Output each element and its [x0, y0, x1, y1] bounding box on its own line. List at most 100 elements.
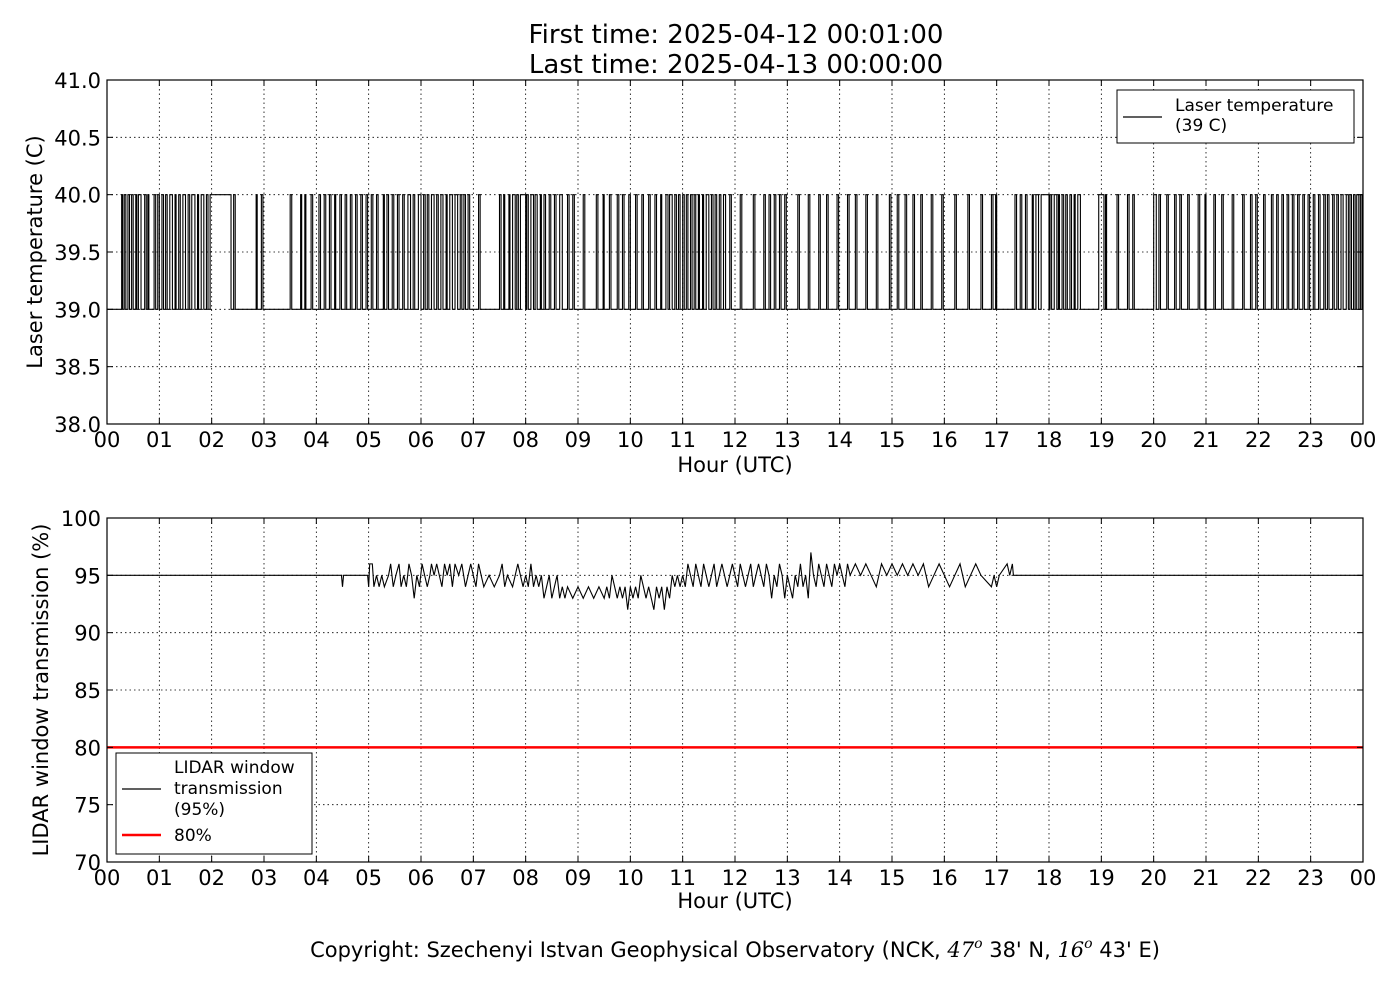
chart-title-line2: Last time: 2025-04-13 00:00:00	[529, 50, 943, 80]
lidar-transmission-x-tick-label: 05	[355, 866, 382, 890]
lidar-transmission-x-tick-label: 00	[94, 866, 121, 890]
laser-temperature-y-tick-label: 41.0	[54, 69, 101, 93]
lidar-transmission-legend-line: (95%)	[174, 800, 225, 820]
laser-temperature-y-ticks: 38.0 38.5 39.0 39.5 40.0 40.5 41.0	[54, 69, 1363, 437]
longitude-degrees: 16	[1057, 938, 1084, 962]
lidar-transmission-y-tick-label: 100	[61, 507, 101, 531]
laser-temperature-y-tick-label: 39.5	[54, 241, 101, 265]
lidar-transmission-panel: 70 75 80 85 90 95 100 00 01 02 03 04 05 06 07 08 09 10 11…	[29, 507, 1376, 913]
longitude-minutes: 43' E)	[1093, 938, 1160, 962]
laser-temperature-y-tick-label: 38.5	[54, 356, 101, 380]
laser-temperature-line	[107, 194, 1363, 310]
lidar-transmission-x-tick-label: 04	[303, 866, 330, 890]
lidar-transmission-x-ticks: 00 01 02 03 04 05 06 07 08 09 10 11 12 13 14 15 16 17 18 19…	[94, 518, 1377, 890]
lidar-transmission-x-tick-label: 21	[1193, 866, 1220, 890]
lidar-transmission-legend: LIDAR window transmission (95%) 80%	[115, 752, 313, 855]
lidar-transmission-x-tick-label: 09	[565, 866, 592, 890]
lidar-transmission-x-tick-label: 15	[879, 866, 906, 890]
lidar-transmission-x-tick-label: 19	[1088, 866, 1115, 890]
laser-temperature-legend: Laser temperature (39 C)	[1116, 89, 1355, 144]
laser-temperature-x-tick-label: 18	[1036, 428, 1063, 452]
copyright-prefix: Copyright: Szechenyi Istvan Geophysical …	[310, 938, 947, 962]
laser-temperature-x-tick-label: 14	[826, 428, 853, 452]
laser-temperature-x-tick-label: 20	[1140, 428, 1167, 452]
lidar-transmission-grid	[107, 518, 1363, 862]
laser-temperature-x-tick-label: 16	[931, 428, 958, 452]
lidar-transmission-x-tick-label: 08	[512, 866, 539, 890]
lidar-transmission-x-tick-label: 10	[617, 866, 644, 890]
laser-temperature-x-tick-label: 21	[1193, 428, 1220, 452]
lidar-transmission-legend-line: LIDAR window	[174, 758, 295, 778]
laser-temperature-x-tick-label: 02	[198, 428, 225, 452]
lidar-transmission-y-tick-label: 85	[74, 679, 101, 703]
laser-temperature-x-tick-label: 08	[512, 428, 539, 452]
laser-temperature-legend-line: Laser temperature	[1175, 96, 1333, 116]
laser-temperature-x-tick-label: 15	[879, 428, 906, 452]
lidar-transmission-legend-label: LIDAR window transmission (95%)	[174, 758, 295, 820]
laser-temperature-x-tick-label: 03	[251, 428, 278, 452]
laser-temperature-x-tick-label: 22	[1245, 428, 1272, 452]
laser-temperature-x-tick-label: 23	[1297, 428, 1324, 452]
lidar-transmission-y-ticks: 70 75 80 85 90 95 100	[61, 507, 1363, 875]
lidar-transmission-y-tick-label: 95	[74, 564, 101, 588]
lidar-transmission-x-tick-label: 11	[669, 866, 696, 890]
laser-temperature-x-tick-label: 12	[722, 428, 749, 452]
laser-temperature-y-tick-label: 40.0	[54, 184, 101, 208]
lidar-transmission-x-tick-label: 18	[1036, 866, 1063, 890]
lidar-transmission-x-tick-label: 07	[460, 866, 487, 890]
laser-temperature-x-tick-label: 09	[565, 428, 592, 452]
laser-temperature-x-tick-label: 19	[1088, 428, 1115, 452]
lidar-transmission-x-tick-label: 17	[983, 866, 1010, 890]
laser-temperature-x-tick-label: 10	[617, 428, 644, 452]
laser-temperature-y-tick-label: 38.0	[54, 413, 101, 437]
lidar-transmission-y-tick-label: 75	[74, 794, 101, 818]
latitude-degrees: 47	[946, 938, 974, 962]
lidar-transmission-x-tick-label: 12	[722, 866, 749, 890]
lidar-transmission-x-axis-label: Hour (UTC)	[677, 889, 792, 913]
laser-temperature-x-tick-label: 00	[94, 428, 121, 452]
laser-temperature-y-tick-label: 40.5	[54, 126, 101, 150]
laser-temperature-x-tick-label: 17	[983, 428, 1010, 452]
laser-temperature-series	[107, 194, 1363, 310]
lidar-transmission-y-tick-label: 70	[74, 851, 101, 875]
laser-temperature-x-axis-label: Hour (UTC)	[677, 453, 792, 477]
lidar-transmission-x-tick-label: 06	[408, 866, 435, 890]
latitude-degree-mark: o	[974, 936, 982, 952]
laser-temperature-legend-label: Laser temperature (39 C)	[1175, 96, 1333, 136]
lidar-transmission-x-tick-label: 16	[931, 866, 958, 890]
lidar-transmission-x-tick-label: 20	[1140, 866, 1167, 890]
laser-temperature-y-axis-label: Laser temperature (C)	[23, 135, 47, 368]
threshold-80-legend-label: 80%	[174, 826, 212, 846]
laser-temperature-x-tick-label: 05	[355, 428, 382, 452]
lidar-transmission-x-tick-label: 03	[251, 866, 278, 890]
laser-temperature-x-tick-label: 11	[669, 428, 696, 452]
copyright-text: Copyright: Szechenyi Istvan Geophysical …	[310, 936, 1160, 962]
laser-temperature-x-tick-label: 00	[1350, 428, 1377, 452]
laser-temperature-x-tick-label: 01	[146, 428, 173, 452]
laser-temperature-x-tick-label: 13	[774, 428, 801, 452]
lidar-transmission-y-tick-label: 90	[74, 622, 101, 646]
laser-temperature-x-ticks: 00 01 02 03 04 05 06 07 08 09 10 11 12 13 14 15 16 17 18 19…	[94, 80, 1377, 452]
lidar-transmission-x-tick-label: 22	[1245, 866, 1272, 890]
laser-temperature-x-tick-label: 04	[303, 428, 330, 452]
latitude-minutes: 38' N,	[983, 938, 1058, 962]
lidar-transmission-x-tick-label: 02	[198, 866, 225, 890]
lidar-transmission-y-axis-label: LIDAR window transmission (%)	[29, 524, 53, 857]
lidar-transmission-x-tick-label: 13	[774, 866, 801, 890]
lidar-transmission-legend-line: transmission	[174, 779, 283, 799]
laser-temperature-panel: 38.038.539.039.540.040.541.0 00 01 02 03 04 0…	[23, 69, 1376, 477]
laser-temperature-y-tick-label: 39.0	[54, 298, 101, 322]
laser-temperature-x-tick-label: 07	[460, 428, 487, 452]
lidar-transmission-line	[107, 552, 1363, 610]
longitude-degree-mark: o	[1084, 936, 1092, 952]
chart-title-line1: First time: 2025-04-12 00:01:00	[529, 20, 944, 50]
laser-temperature-x-tick-label: 06	[408, 428, 435, 452]
lidar-transmission-x-tick-label: 14	[826, 866, 853, 890]
lidar-transmission-x-tick-label: 00	[1350, 866, 1377, 890]
laser-temperature-legend-line: (39 C)	[1175, 116, 1227, 136]
lidar-transmission-y-tick-label: 80	[74, 736, 101, 760]
lidar-transmission-series	[107, 552, 1363, 749]
lidar-transmission-x-tick-label: 23	[1297, 866, 1324, 890]
lidar-transmission-x-tick-label: 01	[146, 866, 173, 890]
